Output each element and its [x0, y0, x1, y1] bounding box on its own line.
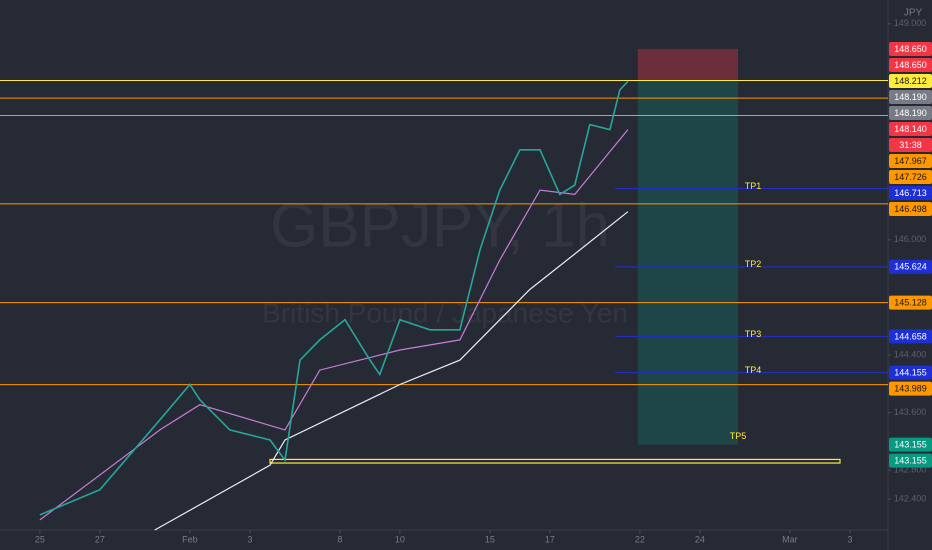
- price-tag-label: 148.190: [894, 92, 927, 102]
- target-label: TP2: [745, 259, 762, 269]
- x-tick-label: 10: [395, 534, 405, 544]
- x-tick-label: 17: [545, 534, 555, 544]
- price-tag: [889, 453, 932, 468]
- price-tag-label: 147.967: [894, 156, 927, 166]
- price-line: [39, 80, 629, 516]
- price-tag: [889, 259, 932, 274]
- price-tag-label: 143.155: [894, 456, 927, 466]
- price-tag-label: 148.650: [894, 44, 927, 54]
- price-tag: [889, 201, 932, 216]
- y-tick-label: 142.800: [894, 465, 927, 475]
- target-zone: [637, 80, 738, 445]
- y-tick-label: 146.000: [894, 234, 927, 244]
- x-tick-label: 3: [847, 534, 852, 544]
- x-tick-label: 24: [695, 534, 705, 544]
- price-tag-label: 147.726: [894, 172, 927, 182]
- x-tick-label: 15: [485, 534, 495, 544]
- price-line: [154, 211, 629, 531]
- x-tick-label: 25: [35, 534, 45, 544]
- stop-zone: [637, 48, 738, 81]
- target-label: TP4: [745, 365, 762, 375]
- x-tick-label: 22: [635, 534, 645, 544]
- price-tag-label: 146.713: [894, 188, 927, 198]
- target-label: TP3: [745, 329, 762, 339]
- price-tag: [889, 329, 932, 344]
- price-line: [39, 129, 629, 521]
- price-tag: [889, 137, 932, 152]
- price-tag: [889, 105, 932, 120]
- currency-label: JPY: [904, 8, 923, 19]
- price-tag: [889, 73, 932, 88]
- y-tick-label: 144.400: [894, 349, 927, 359]
- price-tag: [889, 365, 932, 380]
- price-tag-label: 148.140: [894, 124, 927, 134]
- watermark-subtitle: British Pound / Japanese Yen: [262, 297, 628, 328]
- watermark: GBPJPY, 1h: [270, 191, 610, 260]
- y-tick-label: 142.400: [894, 493, 927, 503]
- price-tag: [889, 437, 932, 452]
- x-tick-label: 8: [337, 534, 342, 544]
- target-label: TP1: [745, 181, 762, 191]
- y-tick-label: 149.000: [894, 18, 927, 28]
- x-tick-label: Feb: [182, 534, 198, 544]
- price-tag: [889, 381, 932, 396]
- price-tag-label: 146.498: [894, 204, 927, 214]
- price-tag: [889, 121, 932, 136]
- price-tag-label: 148.650: [894, 60, 927, 70]
- price-tag-label: 143.989: [894, 384, 927, 394]
- price-tag-label: 145.624: [894, 262, 927, 272]
- x-tick-label: 3: [247, 534, 252, 544]
- price-tag: [889, 185, 932, 200]
- price-tag-label: 148.190: [894, 108, 927, 118]
- price-tag-label: 144.658: [894, 331, 927, 341]
- y-tick-label: 143.600: [894, 407, 927, 417]
- price-tag-label: 31:38: [899, 140, 922, 150]
- price-tag-label: 143.155: [894, 440, 927, 450]
- price-tag-label: 144.155: [894, 368, 927, 378]
- price-tag-label: 145.128: [894, 297, 927, 307]
- price-tag: [889, 89, 932, 104]
- x-tick-label: Mar: [782, 534, 798, 544]
- target-label: TP5: [730, 431, 747, 441]
- x-tick-label: 27: [95, 534, 105, 544]
- support-zone: [269, 458, 841, 464]
- price-tag: [889, 41, 932, 56]
- price-tag: [889, 153, 932, 168]
- price-tag: [889, 169, 932, 184]
- price-tag: [889, 57, 932, 72]
- price-tag-label: 148.212: [894, 76, 927, 86]
- price-tag: [889, 295, 932, 310]
